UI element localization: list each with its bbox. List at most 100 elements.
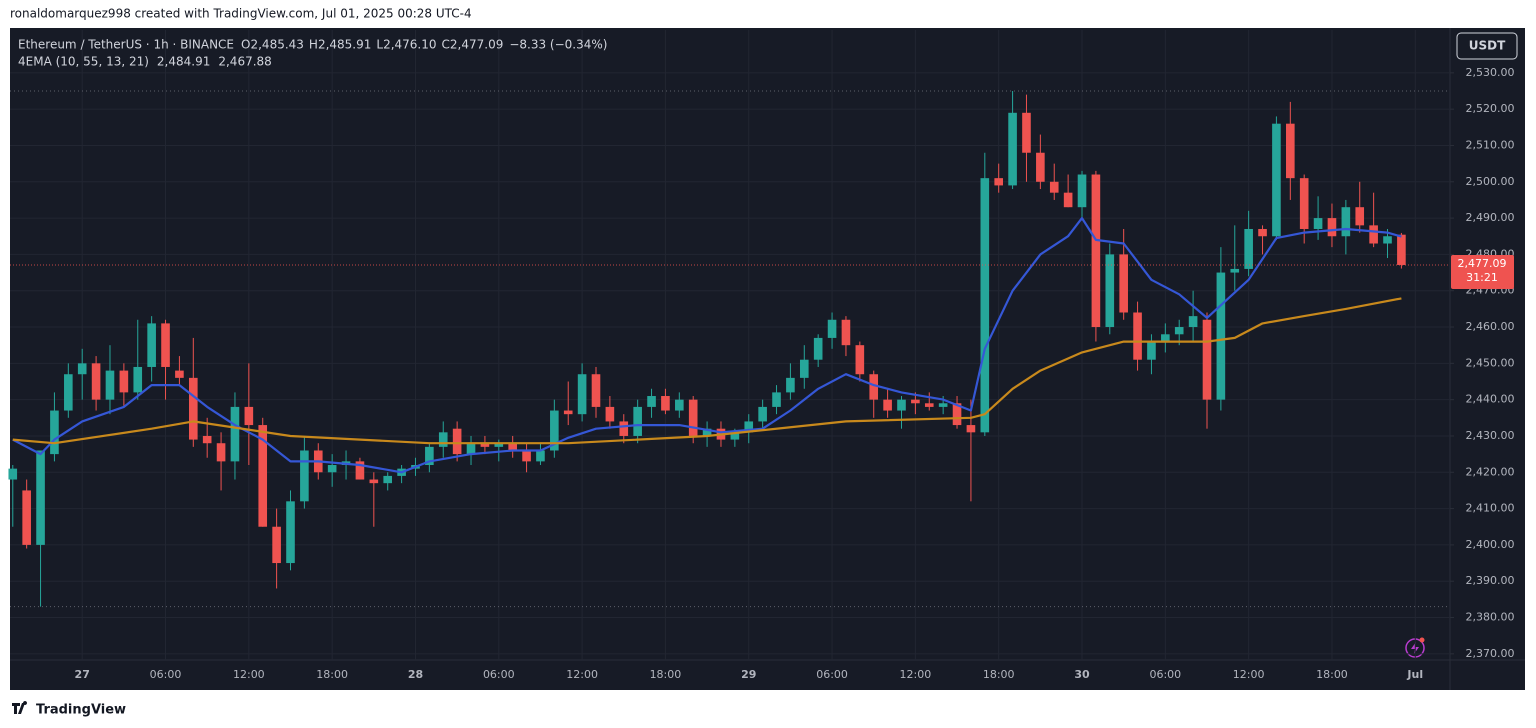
candle-body (1341, 207, 1351, 237)
y-tick-label: 2,510.00 (1466, 138, 1515, 151)
candle-body (563, 410, 573, 415)
legend-value: 2,477.09 (450, 38, 503, 52)
x-tick-label: 18:00 (650, 668, 682, 681)
candle-body (1258, 228, 1267, 237)
candle-body (869, 374, 879, 400)
y-tick-label: 2,430.00 (1466, 429, 1515, 442)
candle-body (258, 425, 268, 527)
candle-body (688, 399, 698, 436)
candle-body (633, 406, 642, 436)
legend-letter: O (241, 38, 250, 52)
candle-body (244, 406, 254, 426)
legend-letter: H (309, 38, 318, 52)
candle-body (383, 475, 393, 484)
candle-body (494, 443, 504, 447)
y-tick-label: 2,390.00 (1466, 574, 1515, 587)
ema-line (12, 217, 1402, 474)
candle-body (911, 399, 920, 404)
candle-body (827, 319, 837, 338)
legend-value: 2,485.91 (318, 38, 371, 52)
candle-body (577, 374, 587, 415)
y-tick-label: 2,460.00 (1466, 320, 1515, 333)
candle-body (1327, 218, 1337, 237)
candle-body (1313, 218, 1323, 229)
x-tick-label: 12:00 (900, 668, 932, 681)
candle-body (1188, 316, 1198, 328)
candle-body (619, 421, 629, 436)
candle-body (1105, 254, 1115, 328)
candle-body (924, 403, 934, 407)
candle-body (1286, 123, 1295, 179)
currency-button[interactable] (1456, 32, 1518, 60)
candle-body (161, 323, 170, 367)
candle-body (980, 178, 990, 433)
candle-body (1397, 234, 1406, 265)
currency-label: USDT (1469, 39, 1506, 53)
candle-body (188, 377, 198, 440)
candle-body (133, 366, 143, 393)
candle-body (22, 490, 31, 545)
x-tick-label: 12:00 (566, 668, 598, 681)
candle-body (1216, 272, 1226, 400)
x-tick-label: 06:00 (1149, 668, 1181, 681)
candle-body (813, 337, 823, 360)
candle-body (272, 526, 281, 564)
candle-body (841, 319, 851, 346)
candle-body (799, 359, 809, 378)
legend-value: 2,476.10 (383, 38, 436, 52)
chart-background (10, 28, 1525, 690)
candle-body (744, 421, 754, 433)
x-tick-label: 18:00 (983, 668, 1015, 681)
last-price-label: 2,477.09 (1458, 257, 1507, 270)
y-tick-label: 2,440.00 (1466, 393, 1515, 406)
x-tick-label: 28 (408, 668, 423, 681)
candle-body (952, 403, 962, 426)
candle-body (327, 465, 337, 473)
candle-body (1119, 254, 1128, 313)
candle-body (36, 450, 45, 545)
legend-ema-value: 2,467.88 (218, 55, 271, 69)
candle-body (438, 432, 448, 447)
legend-indicator: 4EMA (10, 55, 13, 21) (18, 55, 149, 69)
candle-body (300, 450, 309, 502)
candle-body (1202, 319, 1212, 400)
candle-body (591, 374, 601, 407)
candle-body (1355, 207, 1365, 226)
candle-body (119, 370, 129, 393)
footer-logo (12, 701, 28, 714)
candle-body (147, 323, 156, 367)
candle-body (64, 374, 73, 411)
header-text: ronaldomarquez998 created with TradingVi… (10, 7, 472, 21)
y-tick-label: 2,530.00 (1466, 66, 1515, 79)
candle-body (1299, 178, 1309, 229)
candle-body (286, 501, 295, 564)
candle-body (938, 403, 948, 407)
candle-body (772, 392, 781, 407)
candle-body (1244, 228, 1253, 269)
candle-body (897, 399, 906, 411)
candle-body (1147, 341, 1156, 360)
candle-body (702, 428, 712, 436)
last-price-box (1451, 254, 1514, 289)
x-tick-label: 06:00 (483, 668, 515, 681)
candle-body (1091, 174, 1101, 328)
candle-body (786, 377, 795, 393)
candle-body (1174, 327, 1184, 335)
legend-ema-value: 2,484.91 (157, 55, 210, 69)
candle-body (536, 450, 545, 462)
candle-body (675, 399, 684, 411)
candle-body (1383, 236, 1392, 244)
candle-body (508, 443, 517, 451)
candle-body (425, 446, 434, 466)
candle-body (216, 443, 226, 462)
x-tick-label: 12:00 (233, 668, 265, 681)
candle-body (966, 425, 976, 433)
candle-body (1063, 192, 1073, 208)
candle-body (1049, 181, 1059, 193)
y-tick-label: 2,500.00 (1466, 175, 1515, 188)
candle-body (1369, 225, 1378, 244)
candle-body (50, 410, 59, 455)
y-tick-label: 2,520.00 (1466, 102, 1515, 115)
candle-body (758, 406, 767, 422)
